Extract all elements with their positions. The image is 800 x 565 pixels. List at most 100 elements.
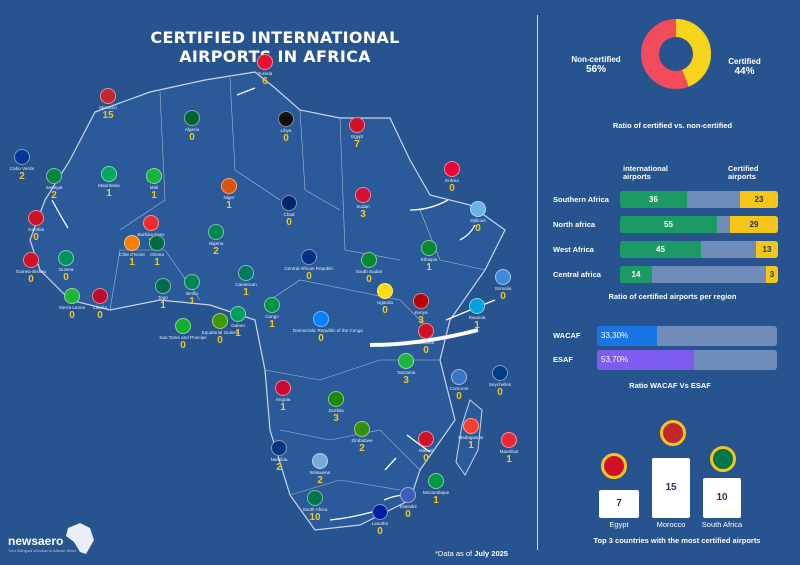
country-name: Cabo Verde [9,166,35,171]
country-name: Nigeria [208,241,224,246]
title-line-2: AIRPORTS IN AFRICA [179,47,371,66]
page-title: CERTIFIED INTERNATIONAL AIRPORTS IN AFRI… [120,28,430,66]
country-marker: Algeria 0 [164,110,220,143]
country-marker: Liberia 0 [72,288,128,321]
country-count: 1 [433,495,439,506]
country-count: 0 [456,391,462,402]
top3-caption: Top 3 countries with the most certified … [593,536,761,545]
country-name: Senegal [45,185,63,190]
flag-icon [428,473,444,489]
flag-icon [354,421,370,437]
country-count: 0 [377,526,383,537]
ratio-label: WACAF [553,331,581,340]
country-marker: Malawi 0 [398,431,454,464]
egypt-medal-icon [601,453,627,479]
ratio-bar-fill: 53,70% [597,350,694,370]
country-name: Malawi [418,448,434,453]
country-marker: Ethiopia 1 [401,240,457,273]
country-count: 1 [269,319,275,330]
country-count: 0 [475,223,481,234]
flag-icon [349,117,365,133]
country-marker: Cabo Verde 2 [0,149,50,182]
donut-chart [641,19,711,89]
logo-text: newsaero [8,534,64,548]
country-name: Seychelles [488,382,512,387]
podium-bar: 10 [703,478,741,518]
region-cert-bar: 13 [756,241,778,258]
podium-label: South Africa [701,520,743,529]
country-marker: Uganda 0 [357,283,413,316]
flag-icon [418,431,434,447]
country-count: 0 [69,310,75,321]
logo-tagline: Your Bilingual Window to African Skies [8,548,77,553]
region-cert-bar: 23 [740,191,778,208]
country-name: Gambia [27,227,45,232]
country-count: 1 [160,300,166,311]
country-count: 2 [317,475,323,486]
country-name: Gabon [231,323,245,328]
flag-icon [208,224,224,240]
country-count: 1 [235,328,241,339]
country-marker: Lesotho 0 [352,504,408,537]
country-name: Democratic Republic of the Congo [293,328,363,333]
country-name: Sierra Leone [58,305,86,310]
country-count: 0 [33,232,39,243]
country-name: Madagascar [458,435,484,440]
region-intl-bar: 55 [620,216,717,233]
podium-bar: 15 [652,458,690,518]
country-marker: Tanzania 3 [378,353,434,386]
country-count: 3 [360,209,366,220]
country-count: 0 [366,274,372,285]
country-marker: Eswatini 0 [380,487,436,520]
country-marker: Cameroon 1 [218,265,274,298]
country-name: Zimbabwe [351,438,373,443]
country-name: South Sudan [355,269,383,274]
country-count: 15 [102,110,114,121]
morocco-medal-icon [660,420,686,446]
country-count: 1 [106,188,112,199]
country-marker: Somalia 0 [475,269,531,302]
country-marker: Chad 0 [261,195,317,228]
country-count: 1 [506,454,512,465]
flag-icon [278,111,294,127]
flag-icon [23,252,39,268]
podium-label: Egypt [609,520,629,529]
country-count: 1 [189,296,195,307]
country-count: 2 [19,171,25,182]
country-count: 0 [423,453,429,464]
country-marker: Sierra Leone 0 [44,288,100,321]
note-date: July 2025 [474,549,508,558]
country-name: Equatorial Guinea [201,330,239,335]
regions-header-intl: international airports [623,164,669,181]
country-count: 10 [309,512,321,523]
flag-icon [444,161,460,177]
flag-icon [64,288,80,304]
country-name: Mauritius [499,449,519,454]
noncert-label-block: Non-certified 56% [566,55,626,75]
country-name: Djibouti [470,218,486,223]
note-prefix: *Data as of [435,549,475,558]
country-name: Guinea-Bissau [15,269,47,274]
country-name: Kenya [414,310,428,315]
country-count: 1 [468,440,474,451]
flag-icon [14,149,30,165]
country-name: Comoros [449,386,469,391]
flag-icon [495,269,511,285]
country-marker: Côte d'Ivoire 1 [104,235,160,268]
country-name: Eritrea [445,178,459,183]
country-marker: Ghana 1 [129,235,185,268]
flag-icon [312,453,328,469]
country-count: 0 [180,340,186,351]
flag-icon [307,490,323,506]
region-label: Southern Africa [553,195,609,204]
regions-caption: Ratio of certified airports per region [608,292,737,301]
flag-icon [58,250,74,266]
country-marker: Botswana 2 [292,453,348,486]
flag-icon [175,318,191,334]
cert-label-block: Certified 44% [722,57,767,77]
flag-icon [281,195,297,211]
country-name: Cameroon [235,282,257,287]
country-name: Tanzania [396,370,416,375]
country-marker: Burundi 0 [398,323,454,356]
